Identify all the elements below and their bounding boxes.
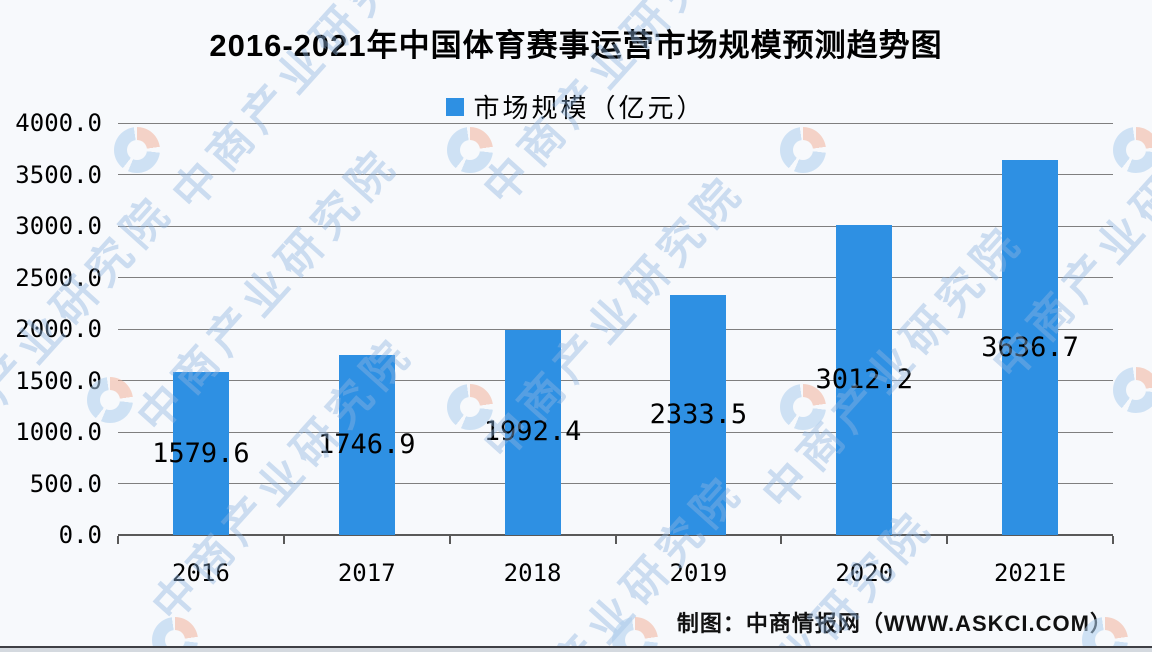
- legend: 市场规模（亿元）: [0, 88, 1152, 125]
- gridline: [118, 380, 1113, 381]
- bar-value-label: 1746.9: [317, 429, 416, 461]
- x-axis-tick: [946, 536, 949, 544]
- x-tick-label: 2021E: [993, 559, 1067, 587]
- y-tick-label: 3500.0: [15, 160, 102, 189]
- y-tick-label: 1500.0: [15, 366, 102, 395]
- bar-value-label: 3012.2: [815, 363, 914, 395]
- gridline: [118, 431, 1113, 433]
- gridline: [118, 174, 1113, 175]
- legend-label: 市场规模（亿元）: [473, 93, 706, 123]
- source-credit: 制图：中商情报网（WWW.ASKCI.COM）: [676, 611, 1113, 636]
- x-axis-tick: [614, 536, 617, 544]
- bottom-edge-strip: [0, 648, 1152, 652]
- bar: [1002, 160, 1059, 535]
- bar: [836, 224, 893, 535]
- x-tick-label: 2018: [503, 559, 562, 587]
- x-axis-line: [118, 534, 1113, 536]
- bar-value-label: 1579.6: [152, 437, 250, 469]
- y-tick-label: 3000.0: [15, 212, 102, 240]
- gridline: [118, 328, 1113, 330]
- gridline: [118, 122, 1113, 124]
- x-axis-tick: [282, 536, 285, 544]
- bottom-border-line: [0, 646, 1152, 648]
- bar-value-label: 1992.4: [483, 416, 582, 448]
- y-tick-label: 2000.0: [15, 315, 102, 343]
- x-tick-label: 2020: [835, 559, 894, 587]
- x-axis-tick: [448, 536, 451, 544]
- bar: [670, 294, 727, 535]
- legend-marker-icon: [446, 97, 465, 116]
- chart-title: 2016-2021年中国体育赛事运营市场规模预测趋势图: [209, 28, 943, 63]
- bar: [172, 372, 229, 535]
- bar: [338, 355, 395, 535]
- x-tick-label: 2016: [172, 559, 230, 587]
- bar: [504, 329, 561, 535]
- x-tick-label: 2019: [669, 559, 728, 587]
- y-tick-label: 2500.0: [15, 263, 102, 292]
- bar-value-label: 3636.7: [981, 331, 1079, 363]
- x-tick-label: 2017: [337, 559, 396, 587]
- gridline: [118, 225, 1113, 227]
- y-tick-label: 4000.0: [15, 109, 102, 137]
- gridline: [118, 483, 1113, 484]
- x-axis-tick: [1112, 536, 1114, 544]
- y-tick-label: 0.0: [58, 521, 102, 549]
- y-tick-label: 1000.0: [15, 418, 102, 446]
- x-axis-tick: [117, 536, 119, 544]
- x-axis-tick: [780, 536, 783, 544]
- bar-value-label: 2333.5: [649, 398, 748, 430]
- gridline: [118, 277, 1113, 278]
- y-tick-label: 500.0: [29, 469, 102, 498]
